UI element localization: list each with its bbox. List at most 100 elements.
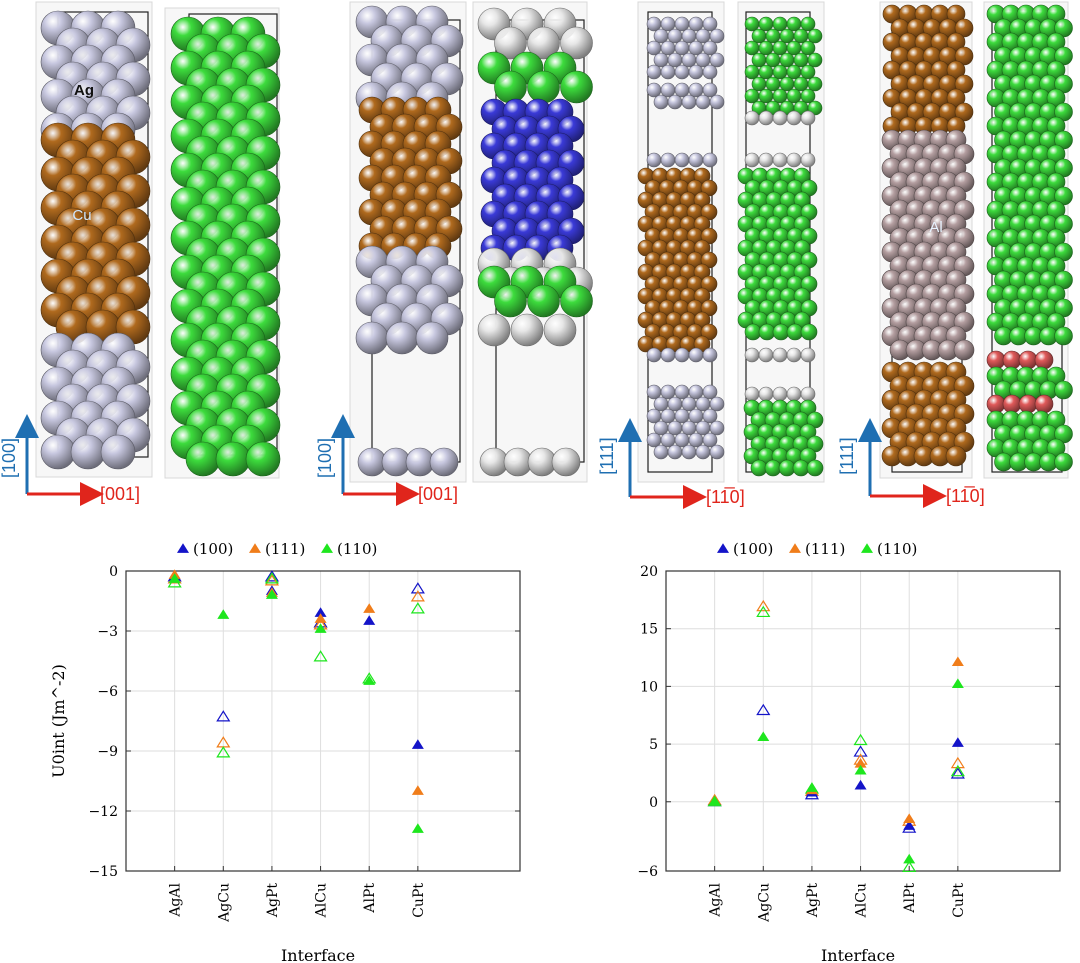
atom: [772, 323, 790, 341]
data-point-open: [410, 602, 425, 614]
atom: [667, 94, 683, 110]
atom: [653, 52, 669, 68]
atom: [660, 82, 676, 98]
atom: [946, 4, 966, 24]
data-point-open: [216, 710, 231, 722]
atom: [646, 408, 662, 424]
atom: [986, 350, 1006, 370]
atom: [653, 94, 669, 110]
plot-frame: [665, 570, 1061, 872]
axis-arrows-b: [100] [001]: [315, 414, 458, 506]
legend-marker: [789, 543, 801, 553]
data-point-filled: [805, 782, 818, 792]
atom: [667, 28, 683, 44]
atom: [681, 28, 697, 44]
atom: [793, 28, 809, 44]
atom: [245, 441, 281, 477]
atom: [674, 152, 690, 168]
structure-panel-b: [349, 1, 593, 483]
atom: [646, 384, 662, 400]
atom: [772, 347, 788, 363]
atom: [688, 152, 704, 168]
atom: [954, 46, 974, 66]
atom: [758, 110, 774, 126]
x-tick-label: AgAl: [168, 882, 184, 917]
panel-c-left-atoms: [637, 16, 725, 460]
x-axis-label-d: [11̅0]: [946, 486, 985, 506]
legend: (100) (111) (110): [177, 540, 377, 558]
atom: [744, 88, 760, 104]
atom: [702, 152, 718, 168]
atom: [527, 284, 560, 318]
legend-label: (111): [265, 540, 305, 558]
data-point-open: [410, 582, 425, 594]
atom: [702, 384, 718, 400]
panel-b-left-atoms: [355, 5, 464, 477]
x-tick-label: CuPt: [411, 883, 427, 918]
atom: [709, 94, 725, 110]
atom: [646, 152, 662, 168]
legend-label: (111): [805, 540, 845, 558]
atom: [758, 16, 774, 32]
atom: [695, 444, 711, 460]
x-tick-label: AgPt: [805, 883, 821, 918]
structure-panel-d: [879, 1, 1073, 479]
legend-label: (100): [193, 540, 233, 558]
atom: [681, 420, 697, 436]
x-tick-label: AlCu: [854, 883, 870, 918]
atom: [751, 52, 767, 68]
atom: [660, 40, 676, 56]
atom: [772, 88, 788, 104]
x-tick-label: AgCu: [216, 883, 232, 923]
atom: [646, 432, 662, 448]
data-point-open: [756, 605, 771, 618]
atom: [1002, 350, 1022, 370]
atom: [744, 386, 760, 402]
atom: [807, 52, 823, 68]
legend-marker: [861, 543, 873, 553]
y-tick-label: 5: [649, 737, 658, 753]
label-al: Al: [929, 219, 942, 236]
atom: [1054, 452, 1073, 472]
atom: [653, 28, 669, 44]
y-axis-label-a: [100]: [0, 438, 19, 478]
atom: [674, 64, 690, 80]
atom: [793, 52, 809, 68]
atom: [1054, 326, 1073, 346]
legend-marker: [321, 543, 333, 553]
atom: [702, 347, 718, 363]
axis-arrows-d: [111] [11̅0]: [837, 418, 985, 508]
atom: [674, 40, 690, 56]
data-point-open: [264, 572, 280, 584]
atom: [800, 110, 816, 126]
atom: [800, 152, 816, 168]
atom: [681, 52, 697, 68]
atom: [786, 64, 802, 80]
structure-figure: [100] [001] [100] [001] [111] [11̅0] [11…: [0, 1, 1073, 509]
atom: [688, 64, 704, 80]
atom: [667, 420, 683, 436]
legend-label: (110): [877, 540, 917, 558]
y-axis-label-d: [111]: [837, 437, 857, 474]
atom: [667, 396, 683, 412]
atom: [646, 40, 662, 56]
structure-panel-a: [35, 1, 281, 479]
atom: [807, 28, 823, 44]
data-point-filled: [951, 656, 964, 667]
x-axis-title: Interface: [281, 946, 355, 963]
atom: [560, 284, 593, 318]
atom: [793, 76, 809, 92]
atom: [764, 459, 782, 477]
atom: [800, 40, 816, 56]
atom: [772, 152, 788, 168]
data-point-open: [264, 570, 280, 582]
atom: [660, 408, 676, 424]
panel-d-left-atoms: [881, 4, 975, 467]
atom: [772, 110, 788, 126]
atom: [751, 28, 767, 44]
atom: [702, 40, 718, 56]
y-axis-label-b: [100]: [315, 438, 335, 478]
data-point-filled: [411, 823, 424, 833]
atom: [807, 100, 823, 116]
atom: [772, 386, 788, 402]
